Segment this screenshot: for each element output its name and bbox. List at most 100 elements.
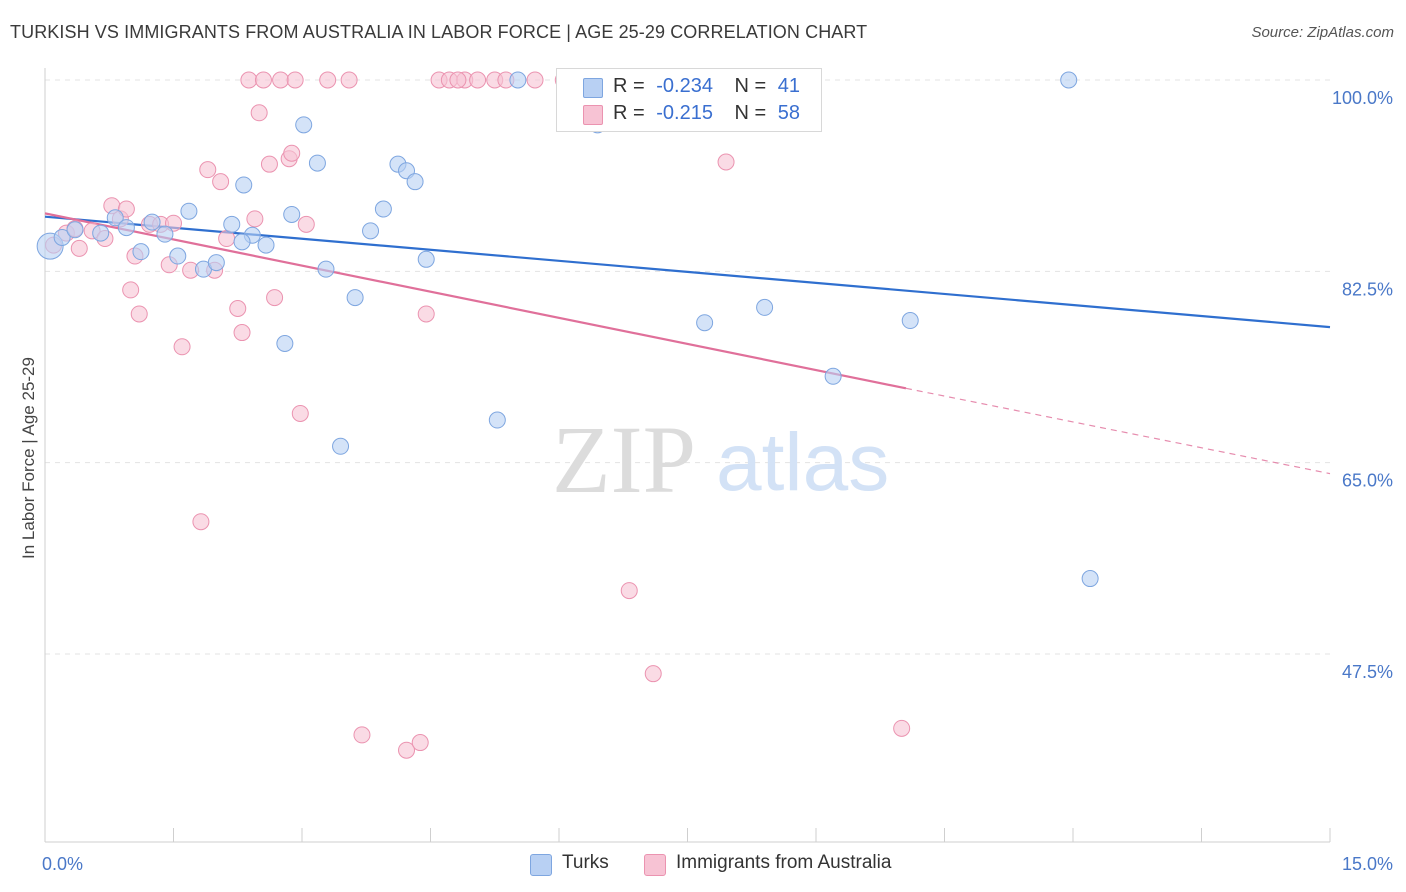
australia-r-label: R = (613, 102, 645, 124)
australia-point (70, 239, 88, 257)
x-tick-label: 15.0% (1342, 854, 1393, 874)
turks-r-value: -0.234 (656, 75, 713, 97)
australia-point (291, 404, 309, 422)
australia-point (229, 300, 247, 318)
australia-point (417, 305, 435, 323)
australia-point (644, 665, 662, 683)
australia-point (260, 155, 278, 173)
turks-point (257, 236, 275, 254)
turks-point (169, 247, 187, 265)
y-tick-label: 65.0% (1342, 471, 1393, 491)
y-tick-label: 100.0% (1332, 88, 1393, 108)
x-tick-labels: 0.0% 15.0% (42, 854, 1393, 874)
australia-point (353, 726, 371, 744)
turks-point (106, 209, 124, 227)
turks-point (346, 289, 364, 307)
turks-point (207, 254, 225, 272)
turks-r-label: R = (613, 75, 645, 97)
turks-point (53, 228, 71, 246)
series-legend: Turks Immigrants from Australia (0, 852, 1406, 878)
turks-swatch (583, 78, 603, 98)
australia-point (130, 305, 148, 323)
australia-point (340, 71, 358, 89)
australia-point (250, 104, 268, 122)
turks-point (117, 219, 135, 237)
x-tick-label: 0.0% (42, 854, 83, 874)
turks-point (233, 233, 251, 251)
australia-r-value: -0.215 (656, 102, 713, 124)
australia-trend-line (44, 212, 907, 390)
australia-swatch (583, 105, 603, 125)
australia-point (283, 144, 301, 162)
australia-n-label: N = (734, 102, 767, 124)
turks-point (696, 314, 714, 332)
turks-point (66, 221, 84, 239)
turks-point (180, 202, 198, 220)
turks-n-value: 41 (777, 75, 801, 97)
australia-point (620, 582, 638, 600)
australia-point (398, 741, 416, 759)
turks-point (824, 367, 842, 385)
australia-point (192, 513, 210, 531)
australia-point (122, 281, 140, 299)
legend-australia-label: Immigrants from Australia (676, 852, 892, 873)
watermark-zip: ZIP (552, 406, 696, 513)
australia-point (266, 289, 284, 307)
australia-point (717, 153, 735, 171)
stats-legend: R = -0.234 N = 41 R = -0.215 N = 58 (556, 68, 822, 132)
turks-point (374, 200, 392, 218)
australia-point (319, 71, 337, 89)
turks-point (283, 205, 301, 223)
australia-point (254, 71, 272, 89)
turks-point (92, 224, 110, 242)
y-tick-labels: 100.0% 82.5% 65.0% 47.5% (1332, 88, 1393, 682)
grid-lines (45, 79, 1330, 655)
australia-point (218, 230, 236, 248)
australia-point (212, 173, 230, 191)
turks-point (332, 437, 350, 455)
australia-point (117, 200, 135, 218)
y-axis-label: In Labor Force | Age 25-29 (19, 357, 38, 559)
turks-point (235, 176, 253, 194)
turks-point (143, 213, 161, 231)
australia-point (240, 71, 258, 89)
turks-point (317, 260, 335, 278)
legend-turks-label: Turks (562, 852, 609, 873)
turks-point (417, 250, 435, 268)
turks-point (295, 116, 313, 134)
chart-title: TURKISH VS IMMIGRANTS FROM AUSTRALIA IN … (10, 22, 868, 42)
australia-point (449, 71, 467, 89)
watermark: ZIP atlas (552, 406, 889, 513)
australia-point (199, 161, 217, 179)
turks-point (488, 411, 506, 429)
australia-point (233, 324, 251, 342)
turks-n-label: N = (734, 75, 767, 97)
australia-point (893, 719, 911, 737)
turks-point (276, 334, 294, 352)
axes (44, 68, 1331, 843)
data-points (36, 71, 1099, 759)
australia-point (469, 71, 487, 89)
y-tick-label: 47.5% (1342, 662, 1393, 682)
watermark-atlas: atlas (716, 417, 889, 508)
turks-point (756, 298, 774, 316)
turks-point (132, 243, 150, 261)
source-label: Source: ZipAtlas.com (1251, 24, 1394, 41)
australia-point (297, 215, 315, 233)
turks-point (406, 173, 424, 191)
turks-point (156, 225, 174, 243)
australia-point (411, 734, 429, 752)
y-tick-label: 82.5% (1342, 279, 1393, 299)
turks-point (901, 312, 919, 330)
australia-point (272, 71, 290, 89)
australia-point (246, 210, 264, 228)
australia-point (286, 71, 304, 89)
australia-point (173, 338, 191, 356)
turks-point (509, 71, 527, 89)
turks-point (308, 154, 326, 172)
australia-n-value: 58 (777, 102, 801, 124)
turks-point (362, 222, 380, 240)
turks-point (223, 215, 241, 233)
australia-point (526, 71, 544, 89)
